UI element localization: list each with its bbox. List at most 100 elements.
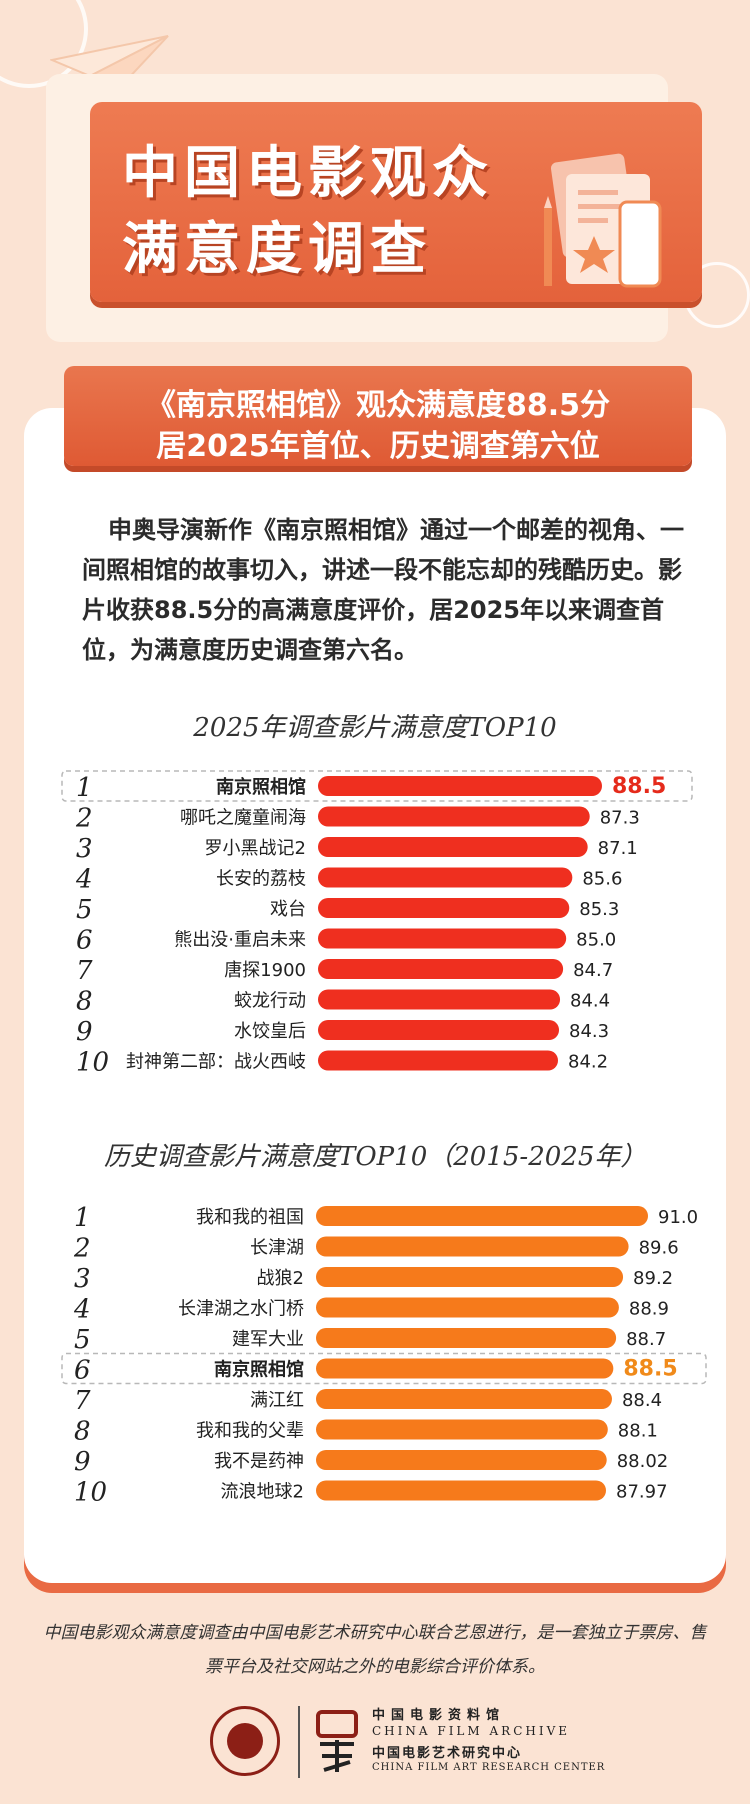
rank-label: 10 xyxy=(74,1478,107,1508)
bar xyxy=(316,1206,648,1226)
category-label: 长安的荔枝 xyxy=(216,869,306,890)
rank-label: 2 xyxy=(73,1234,91,1264)
bar xyxy=(318,898,570,918)
intro-paragraph: 申奥导演新作《南京照相馆》通过一个邮差的视角、一间照相馆的故事切入，讲述一段不能… xyxy=(82,516,684,664)
data-label: 85.0 xyxy=(576,930,616,951)
org-name-cn-2: 中国电影艺术研究中心 xyxy=(372,1746,523,1761)
data-label: 84.7 xyxy=(573,960,613,981)
data-label: 88.5 xyxy=(612,774,666,799)
org-name-en-2: CHINA FILM ART RESEARCH CENTER xyxy=(372,1762,606,1773)
rank-label: 7 xyxy=(74,1386,91,1416)
survey-document-icon xyxy=(544,153,662,288)
rank-label: 10 xyxy=(76,1048,109,1078)
data-label: 89.6 xyxy=(639,1238,679,1259)
data-label: 88.02 xyxy=(617,1451,669,1472)
chart-title-2025: 2025年调查影片满意度TOP10 xyxy=(193,713,557,743)
data-label: 84.2 xyxy=(568,1052,608,1073)
rank-label: 8 xyxy=(74,1417,91,1447)
bar xyxy=(316,1267,624,1287)
rank-label: 4 xyxy=(73,1295,91,1325)
rank-label: 1 xyxy=(74,1203,91,1233)
bar xyxy=(318,1050,558,1071)
title-card: 中国电影观众 满意度调查 xyxy=(90,102,702,302)
bar-chart-2025-top10: 1 南京照相馆 88.5 2 哪吒之魔童闹海 87.3 3 罗小黑战记2 87.1 4 长安的荔枝 8… xyxy=(61,770,693,1078)
page-title-line-2: 满意度调查 xyxy=(122,217,432,282)
category-label: 满江红 xyxy=(250,1390,304,1411)
bar xyxy=(316,1389,612,1409)
rank-label: 3 xyxy=(76,834,93,864)
data-label: 88.5 xyxy=(623,1357,677,1382)
rank-label: 1 xyxy=(76,773,93,803)
footer-note: 中国电影观众满意度调查由中国电影艺术研究中心联合艺恩进行，是一套独立于票房、售票… xyxy=(43,1623,707,1677)
category-label: 蛟龙行动 xyxy=(234,991,306,1012)
film-archive-mark-icon xyxy=(316,1710,358,1772)
category-label: 南京照相馆 xyxy=(216,776,306,798)
data-label: 88.9 xyxy=(629,1299,669,1320)
data-label: 88.4 xyxy=(622,1390,662,1411)
bar xyxy=(318,776,602,796)
logo-divider xyxy=(298,1706,300,1778)
data-label: 88.1 xyxy=(618,1421,658,1442)
bar xyxy=(318,1020,560,1040)
page-title-line-1: 中国电影观众 xyxy=(122,141,494,206)
highlight-box xyxy=(61,770,693,802)
rank-label: 8 xyxy=(76,987,93,1017)
data-label: 85.6 xyxy=(582,869,622,890)
category-label: 水饺皇后 xyxy=(234,1021,306,1042)
data-label: 84.3 xyxy=(569,1021,609,1042)
rank-label: 5 xyxy=(74,1325,91,1355)
data-label: 87.3 xyxy=(600,808,640,829)
category-label: 戏台 xyxy=(270,899,306,920)
rank-label: 6 xyxy=(74,1356,91,1386)
headline-line-2: 居2025年首位、历史调查第六位 xyxy=(156,429,600,464)
category-label: 罗小黑战记2 xyxy=(205,838,306,859)
bar-chart-history-top10: 1 我和我的祖国 91.0 2 长津湖 89.6 3 战狼2 89.2 4 长津湖之水门桥 88.9 5… xyxy=(61,1203,707,1508)
category-label: 我不是药神 xyxy=(214,1451,304,1472)
highlight-box xyxy=(61,1352,707,1385)
bar xyxy=(316,1328,617,1348)
bar xyxy=(318,989,561,1010)
bar xyxy=(316,1419,608,1440)
rank-label: 4 xyxy=(75,865,93,895)
bar xyxy=(318,867,573,888)
bar xyxy=(316,1450,607,1470)
chart-title-history: 历史调查影片满意度TOP10（2015-2025年） xyxy=(104,1142,647,1172)
category-label: 南京照相馆 xyxy=(214,1359,304,1381)
org-name-cn-1: 中国电影资料馆 xyxy=(372,1708,506,1723)
category-label: 流浪地球2 xyxy=(221,1482,304,1503)
data-label: 88.7 xyxy=(626,1329,666,1350)
rank-label: 7 xyxy=(76,956,93,986)
headline-banner: 《南京照相馆》观众满意度88.5分 居2025年首位、历史调查第六位 xyxy=(64,366,692,466)
category-label: 长津湖之水门桥 xyxy=(178,1299,304,1320)
rank-label: 6 xyxy=(76,926,93,956)
bar xyxy=(318,837,588,857)
bar xyxy=(318,806,590,827)
data-label: 85.3 xyxy=(579,899,619,920)
rank-label: 2 xyxy=(75,804,93,834)
category-label: 熊出没·重启未来 xyxy=(174,930,306,951)
bar xyxy=(316,1480,606,1501)
rank-label: 3 xyxy=(74,1264,91,1294)
category-label: 唐探1900 xyxy=(224,960,306,981)
decor-circle xyxy=(0,0,88,88)
bar xyxy=(316,1297,619,1318)
rank-label: 9 xyxy=(76,1017,93,1047)
data-label: 87.97 xyxy=(616,1482,668,1503)
data-label: 89.2 xyxy=(633,1268,673,1289)
data-label: 84.4 xyxy=(570,991,610,1012)
data-label: 87.1 xyxy=(598,838,638,859)
category-label: 哪吒之魔童闹海 xyxy=(180,808,306,829)
china-film-archive-seal-icon xyxy=(210,1706,280,1776)
bar xyxy=(316,1236,629,1257)
rank-label: 9 xyxy=(74,1447,91,1477)
category-label: 战狼2 xyxy=(257,1268,304,1289)
bar xyxy=(316,1358,614,1379)
data-label: 91.0 xyxy=(658,1207,698,1228)
category-label: 建军大业 xyxy=(232,1329,304,1350)
category-label: 封神第二部：战火西岐 xyxy=(126,1052,306,1073)
headline-line-1: 《南京照相馆》观众满意度88.5分 xyxy=(145,388,611,423)
bar xyxy=(318,928,567,949)
category-label: 长津湖 xyxy=(250,1238,304,1259)
category-label: 我和我的祖国 xyxy=(196,1207,304,1228)
bar xyxy=(318,959,564,979)
